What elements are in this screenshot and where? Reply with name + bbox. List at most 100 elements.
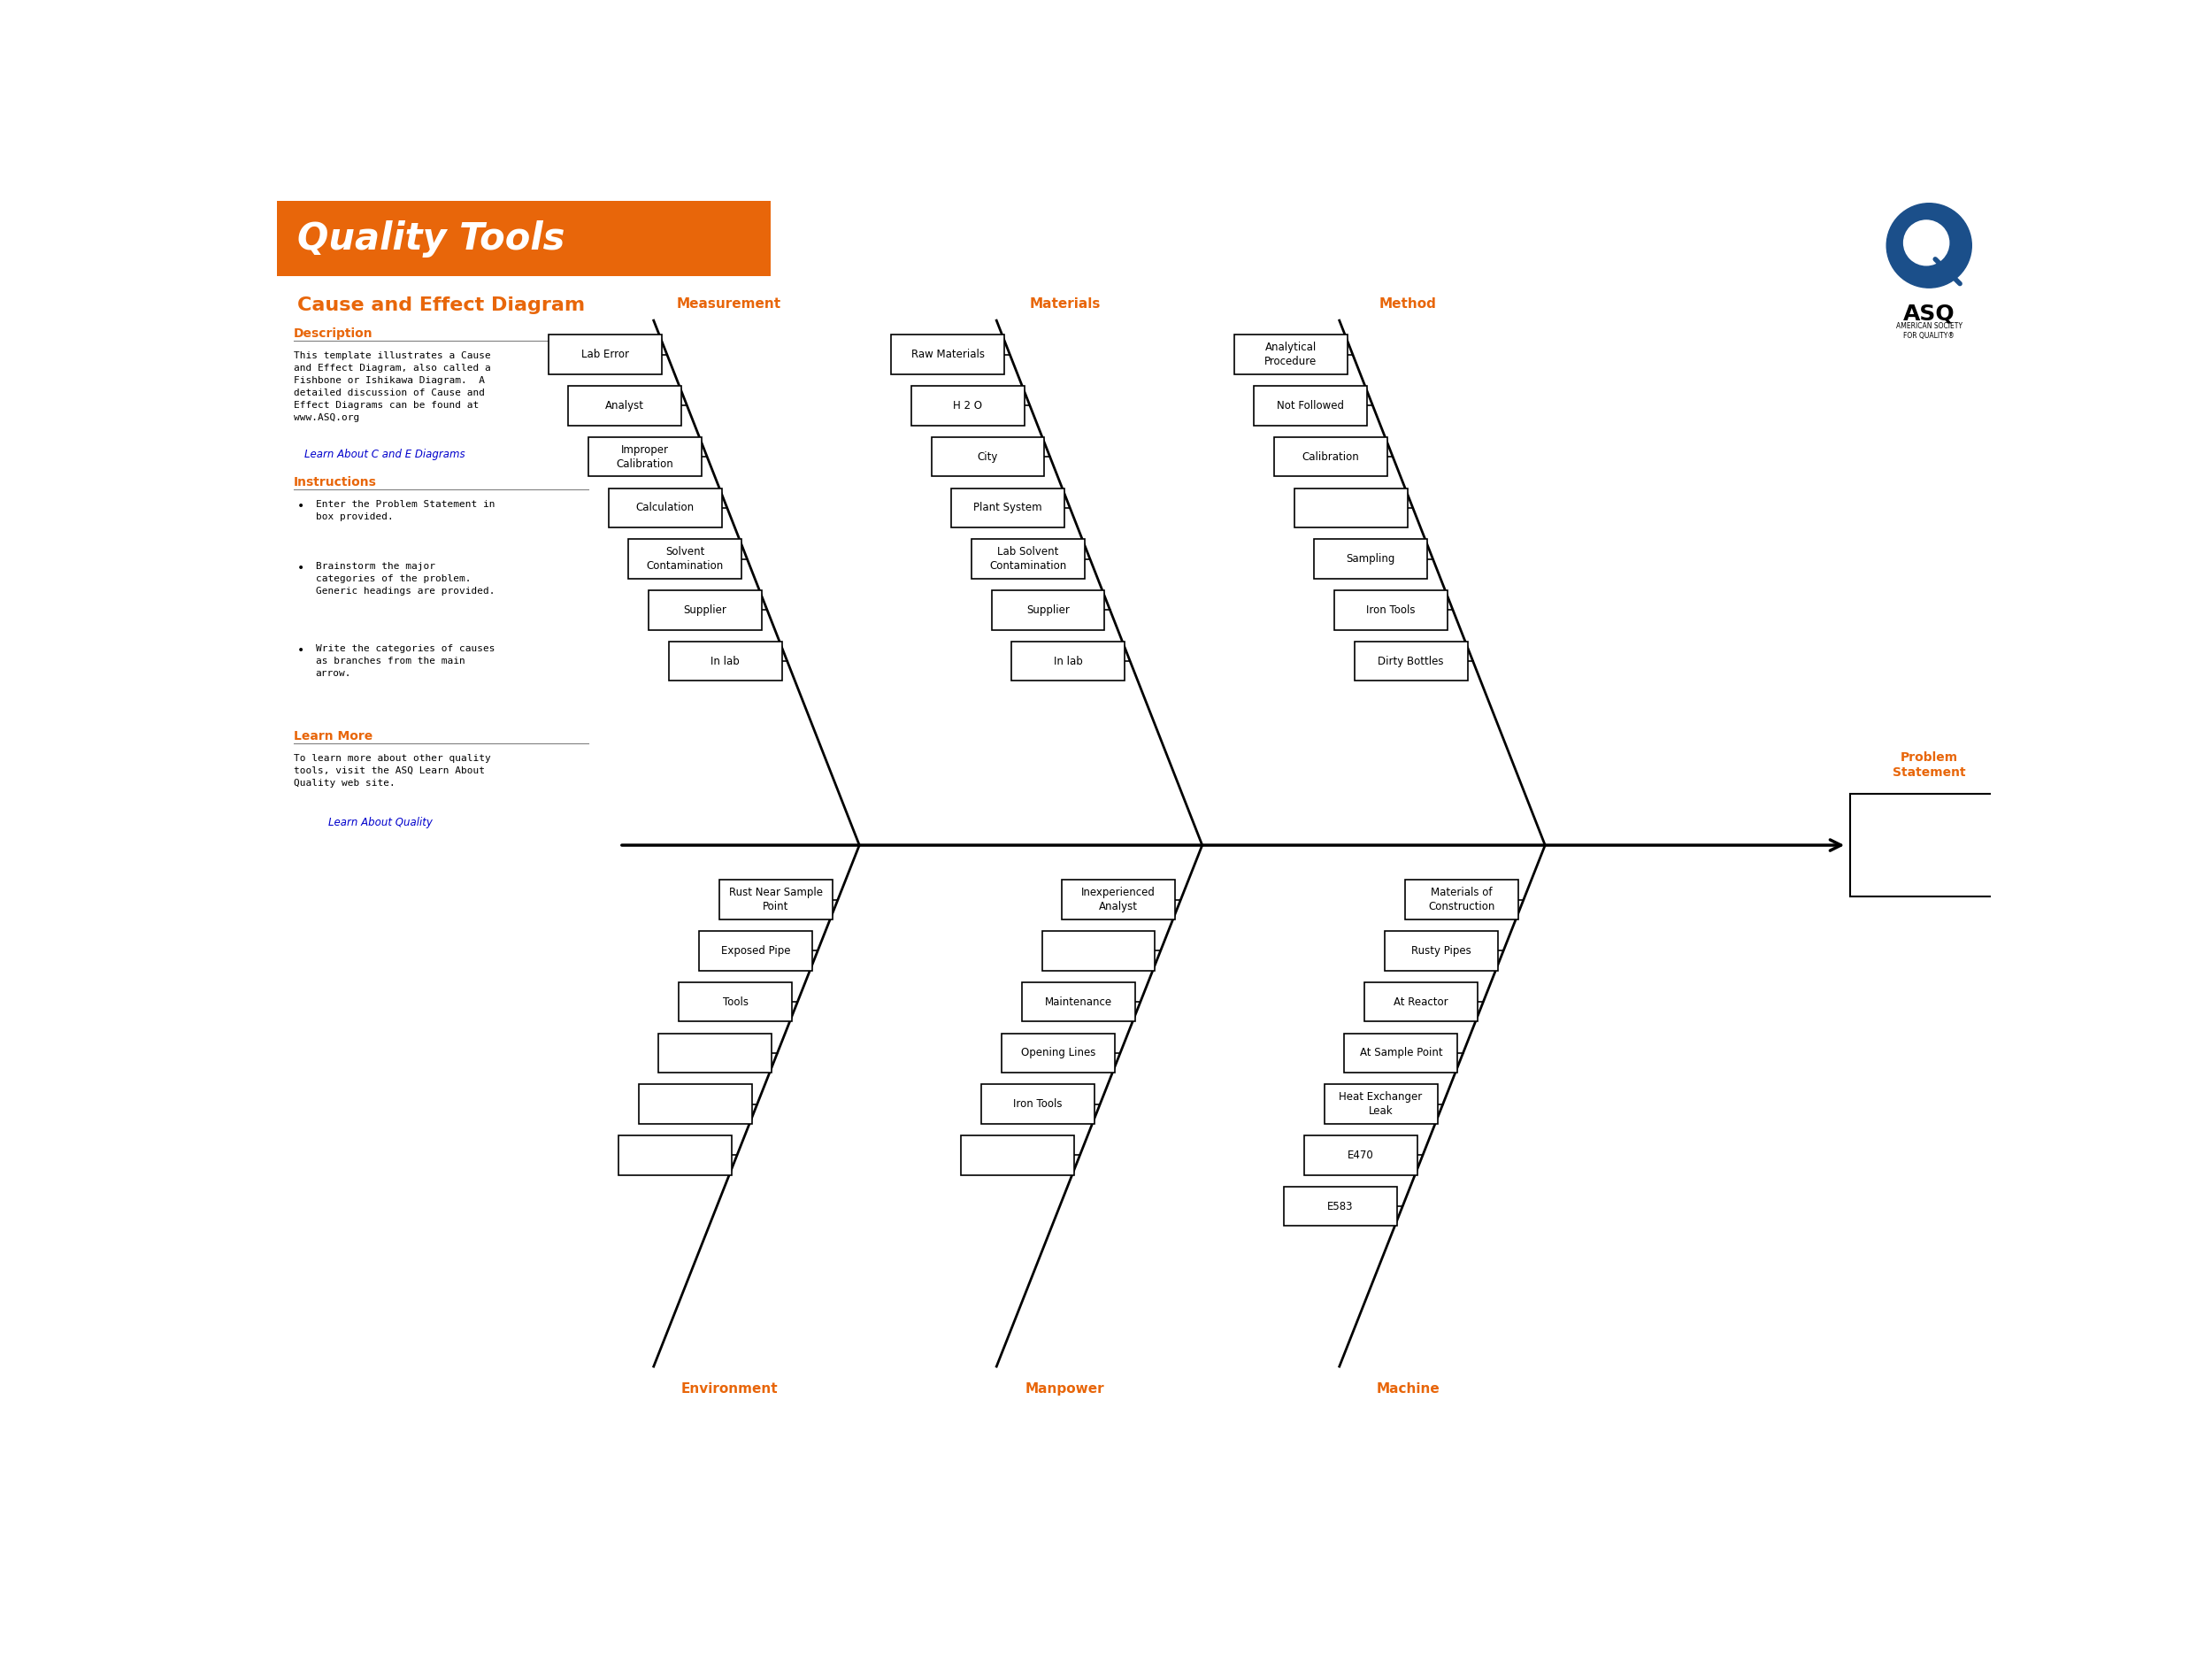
FancyBboxPatch shape [588, 438, 701, 476]
FancyBboxPatch shape [1345, 1033, 1458, 1073]
Text: Lab Error: Lab Error [582, 349, 628, 361]
Text: Manpower: Manpower [1026, 1382, 1104, 1395]
Text: In lab: In lab [1053, 656, 1082, 667]
Text: •: • [296, 562, 305, 574]
FancyBboxPatch shape [699, 931, 812, 971]
Text: H 2 O: H 2 O [953, 399, 982, 411]
Text: Materials: Materials [1029, 297, 1102, 310]
Text: Iron in Product: Iron in Product [1885, 838, 1973, 852]
FancyBboxPatch shape [1011, 641, 1124, 681]
Text: E583: E583 [1327, 1201, 1354, 1212]
Text: Lab Solvent
Contamination: Lab Solvent Contamination [989, 547, 1066, 572]
Circle shape [1887, 203, 1971, 288]
FancyBboxPatch shape [568, 386, 681, 426]
Text: Description: Description [294, 327, 374, 340]
FancyBboxPatch shape [1022, 983, 1135, 1021]
Text: •: • [296, 644, 305, 657]
FancyBboxPatch shape [549, 335, 661, 374]
Text: Solvent
Contamination: Solvent Contamination [646, 547, 723, 572]
Text: Plant System: Plant System [973, 501, 1042, 513]
Text: Sampling: Sampling [1347, 553, 1396, 565]
Text: Exposed Pipe: Exposed Pipe [721, 946, 790, 956]
Text: In lab: In lab [710, 656, 739, 667]
Text: AMERICAN SOCIETY
FOR QUALITY®: AMERICAN SOCIETY FOR QUALITY® [1896, 322, 1962, 340]
Text: •: • [296, 500, 305, 513]
FancyBboxPatch shape [1405, 880, 1517, 919]
FancyBboxPatch shape [1254, 386, 1367, 426]
FancyBboxPatch shape [971, 540, 1084, 579]
Text: E470: E470 [1347, 1149, 1374, 1160]
Text: This template illustrates a Cause
and Effect Diagram, also called a
Fishbone or : This template illustrates a Cause and Ef… [294, 350, 491, 423]
Text: Instructions: Instructions [294, 476, 376, 488]
Text: Measurement: Measurement [677, 297, 781, 310]
FancyBboxPatch shape [1062, 880, 1175, 919]
Text: To learn more about other quality
tools, visit the ASQ Learn About
Quality web s: To learn more about other quality tools,… [294, 755, 491, 788]
Text: At Reactor: At Reactor [1394, 996, 1449, 1008]
FancyBboxPatch shape [1849, 795, 2008, 896]
Text: Learn More: Learn More [294, 729, 372, 743]
FancyBboxPatch shape [719, 880, 832, 919]
FancyBboxPatch shape [668, 641, 781, 681]
Text: Materials of
Construction: Materials of Construction [1429, 887, 1495, 912]
Text: Supplier: Supplier [1026, 604, 1071, 615]
FancyBboxPatch shape [991, 590, 1104, 631]
Text: Environment: Environment [681, 1382, 779, 1395]
FancyBboxPatch shape [619, 1135, 732, 1176]
FancyBboxPatch shape [1305, 1135, 1418, 1176]
Text: At Sample Point: At Sample Point [1360, 1046, 1442, 1058]
FancyBboxPatch shape [276, 201, 770, 277]
Text: Opening Lines: Opening Lines [1020, 1046, 1095, 1058]
Text: Tools: Tools [723, 996, 748, 1008]
FancyBboxPatch shape [608, 488, 721, 528]
Text: Not Followed: Not Followed [1276, 399, 1345, 411]
FancyBboxPatch shape [911, 386, 1024, 426]
FancyBboxPatch shape [659, 1033, 772, 1073]
FancyBboxPatch shape [951, 488, 1064, 528]
Text: Calculation: Calculation [635, 501, 695, 513]
Text: Raw Materials: Raw Materials [911, 349, 984, 361]
Text: Dirty Bottles: Dirty Bottles [1378, 656, 1444, 667]
FancyBboxPatch shape [1283, 1187, 1398, 1226]
FancyBboxPatch shape [639, 1085, 752, 1124]
Text: City: City [978, 451, 998, 463]
Text: Calibration: Calibration [1303, 451, 1360, 463]
Text: Learn About Quality: Learn About Quality [327, 817, 431, 828]
FancyBboxPatch shape [679, 983, 792, 1021]
FancyBboxPatch shape [891, 335, 1004, 374]
FancyBboxPatch shape [648, 590, 761, 631]
Text: Cause and Effect Diagram: Cause and Effect Diagram [296, 297, 584, 314]
Text: Analytical
Procedure: Analytical Procedure [1265, 342, 1316, 367]
FancyBboxPatch shape [1314, 540, 1427, 579]
Text: Heat Exchanger
Leak: Heat Exchanger Leak [1338, 1092, 1422, 1117]
Text: Method: Method [1380, 297, 1436, 310]
Text: Problem
Statement: Problem Statement [1893, 751, 1966, 780]
Text: Iron Tools: Iron Tools [1367, 604, 1416, 615]
Text: Rust Near Sample
Point: Rust Near Sample Point [730, 887, 823, 912]
FancyBboxPatch shape [1002, 1033, 1115, 1073]
Circle shape [1905, 220, 1949, 265]
Text: Iron Tools: Iron Tools [1013, 1098, 1062, 1110]
FancyBboxPatch shape [1325, 1085, 1438, 1124]
FancyBboxPatch shape [1334, 590, 1447, 631]
Text: Analyst: Analyst [606, 399, 644, 411]
FancyBboxPatch shape [982, 1085, 1095, 1124]
Text: Learn About C and E Diagrams: Learn About C and E Diagrams [303, 448, 465, 459]
Text: Enter the Problem Statement in
box provided.: Enter the Problem Statement in box provi… [316, 500, 495, 522]
Text: Machine: Machine [1376, 1382, 1440, 1395]
Text: Improper
Calibration: Improper Calibration [617, 444, 675, 470]
FancyBboxPatch shape [931, 438, 1044, 476]
FancyBboxPatch shape [1385, 931, 1498, 971]
FancyBboxPatch shape [1294, 488, 1407, 528]
FancyBboxPatch shape [1234, 335, 1347, 374]
Text: Quality Tools: Quality Tools [296, 220, 564, 257]
Text: Maintenance: Maintenance [1044, 996, 1113, 1008]
Text: Brainstorm the major
categories of the problem.
Generic headings are provided.: Brainstorm the major categories of the p… [316, 562, 495, 595]
FancyBboxPatch shape [1274, 438, 1387, 476]
FancyBboxPatch shape [1365, 983, 1478, 1021]
FancyBboxPatch shape [962, 1135, 1075, 1176]
Text: Inexperienced
Analyst: Inexperienced Analyst [1082, 887, 1155, 912]
FancyBboxPatch shape [628, 540, 741, 579]
FancyBboxPatch shape [1354, 641, 1467, 681]
Text: Rusty Pipes: Rusty Pipes [1411, 946, 1471, 956]
Text: Supplier: Supplier [684, 604, 728, 615]
